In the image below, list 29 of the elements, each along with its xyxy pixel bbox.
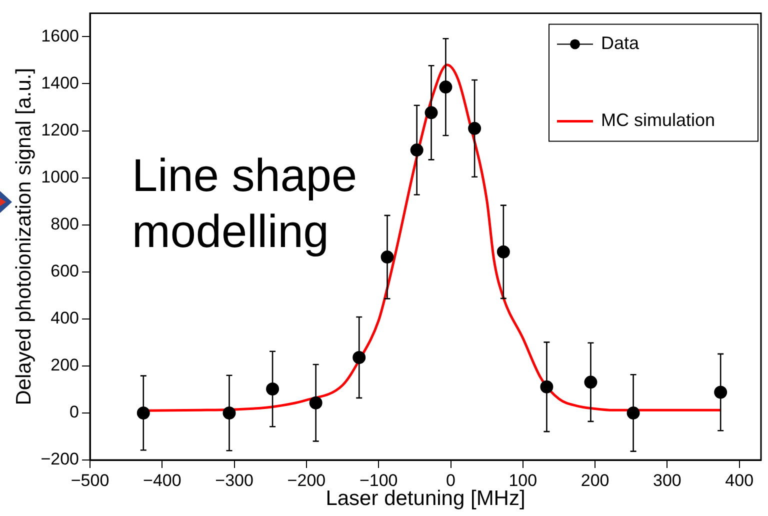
x-tick-label: −100 bbox=[359, 470, 398, 490]
x-tick-label: 0 bbox=[446, 470, 456, 490]
x-axis-title: Laser detuning [MHz] bbox=[326, 487, 526, 510]
annotation: Line shape modelling bbox=[132, 149, 358, 258]
y-tick-label: −200 bbox=[40, 450, 79, 469]
legend-label: MC simulation bbox=[601, 110, 716, 130]
point bbox=[266, 382, 280, 396]
point bbox=[496, 245, 510, 258]
legend-label: Data bbox=[601, 33, 640, 54]
x-tick-label: −200 bbox=[287, 470, 326, 490]
x-tick-label: 400 bbox=[725, 470, 754, 490]
point bbox=[468, 122, 482, 135]
y-tick-label: 800 bbox=[50, 214, 79, 234]
y-tick-label: 1000 bbox=[41, 168, 79, 186]
y-tick-label: 600 bbox=[50, 262, 79, 281]
x-tick-label: 200 bbox=[580, 470, 610, 490]
y-axis-title: Delayed photoionization signal [a.u.] bbox=[12, 68, 36, 406]
y-tick-label: 400 bbox=[50, 308, 79, 328]
y-tick-label: 1600 bbox=[41, 26, 79, 46]
point bbox=[714, 386, 728, 399]
y-tick-label: 200 bbox=[50, 356, 79, 375]
y-tick-label: 0 bbox=[70, 402, 79, 422]
x-tick-label: 100 bbox=[508, 470, 538, 490]
x-tick-label: −300 bbox=[215, 470, 254, 490]
x-tick-label: 300 bbox=[653, 470, 682, 490]
x-tick-label: −400 bbox=[143, 470, 182, 490]
y-tick-label: 1400 bbox=[41, 73, 79, 92]
x-tick-label: −500 bbox=[70, 470, 110, 490]
y-tick-label: 1200 bbox=[41, 120, 79, 140]
